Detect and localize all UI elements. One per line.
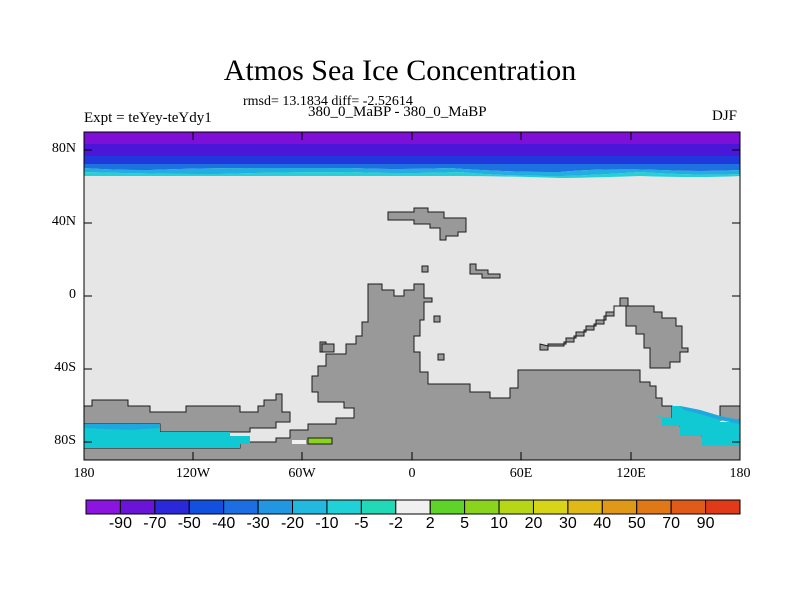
colorbar-swatch <box>601 499 638 515</box>
colorbar-label: 5 <box>460 515 470 532</box>
x-tick-label: 120W <box>175 466 211 481</box>
colorbar-label: -10 <box>315 515 339 532</box>
y-tick-label: 80N <box>51 141 76 156</box>
y-tick-label: 80S <box>54 433 76 448</box>
period-label: 380_0_MaBP - 380_0_MaBP <box>308 104 487 120</box>
x-tick-label: 180 <box>729 466 751 481</box>
colorbar-label: 20 <box>524 515 543 532</box>
colorbar-swatch <box>188 499 225 515</box>
land-masses <box>83 207 741 461</box>
x-tick-label: 60E <box>509 466 533 481</box>
colorbar-label: -5 <box>354 515 369 532</box>
x-tick-label: 180 <box>73 466 95 481</box>
colorbar-swatch <box>498 499 534 515</box>
colorbar-swatch <box>705 499 741 515</box>
season-label: DJF <box>712 108 738 124</box>
axis-ticks <box>84 132 740 460</box>
x-tick-label: 60W <box>288 466 316 481</box>
colorbar-label: -90 <box>108 515 132 532</box>
x-tick-label: 120E <box>616 466 646 481</box>
colorbar-swatch <box>532 499 569 515</box>
colorbar-label: -50 <box>177 515 201 532</box>
colorbar-swatch <box>395 499 431 515</box>
colorbar-label: 2 <box>425 515 435 532</box>
colorbar-swatch <box>360 499 397 515</box>
colorbar-swatch <box>257 499 294 515</box>
colorbar-swatch <box>670 499 707 515</box>
experiment-label: Expt = teYey-teYdy1 <box>84 110 212 126</box>
colorbar-label: -2 <box>388 515 403 532</box>
colorbar-label: -40 <box>212 515 236 532</box>
colorbar-swatch <box>85 499 121 515</box>
x-tick-label: 0 <box>408 466 416 481</box>
colorbar-swatch <box>567 499 603 515</box>
y-tick-label: 40N <box>51 214 76 229</box>
colorbar-label: -30 <box>246 515 270 532</box>
colorbar-swatch <box>292 499 328 515</box>
colorbar-label: -70 <box>143 515 167 532</box>
colorbar-swatch <box>223 499 259 515</box>
colorbar-label: 90 <box>696 515 715 532</box>
antarctic-ice-shading <box>84 406 740 448</box>
colorbar-swatch <box>154 499 190 515</box>
colorbar-label: -20 <box>280 515 305 532</box>
colorbar-label: 30 <box>558 515 577 532</box>
colorbar-swatch <box>326 499 362 515</box>
chart-title: Atmos Sea Ice Concentration <box>223 54 577 87</box>
colorbar-label: 40 <box>593 515 612 532</box>
colorbar-swatch <box>636 499 672 515</box>
colorbar-label: 50 <box>627 515 646 532</box>
colorbar-swatch <box>464 499 500 515</box>
colorbar-swatch <box>429 499 466 515</box>
colorbar-label: 70 <box>662 515 681 532</box>
y-tick-label: 0 <box>69 287 76 302</box>
rmsd-diff-stats: rmsd= 13.1834 diff= -2.52614 <box>243 94 413 109</box>
colorbar-label: 10 <box>490 515 508 532</box>
y-tick-label: 40S <box>54 360 76 375</box>
colorbar-swatch <box>119 499 156 515</box>
